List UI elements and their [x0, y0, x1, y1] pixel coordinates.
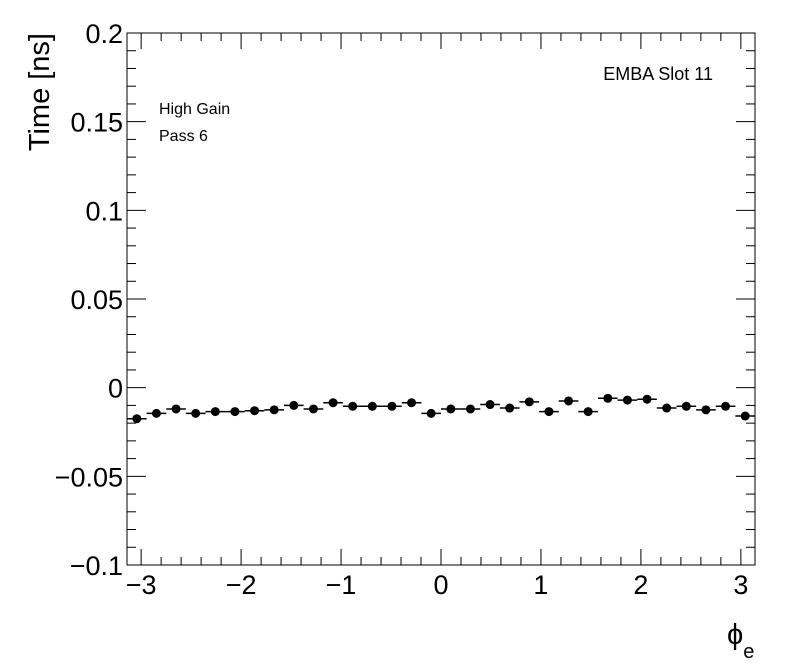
data-points: [127, 393, 755, 424]
data-point: [127, 414, 147, 424]
data-point-marker: [544, 407, 554, 417]
data-point: [539, 407, 559, 417]
data-point: [558, 396, 579, 406]
x-tick-label: 0: [433, 570, 448, 600]
y-tick-label: 0: [108, 374, 123, 404]
data-point-marker: [210, 407, 220, 417]
data-point-marker: [721, 401, 731, 411]
data-point: [401, 398, 422, 408]
data-point-marker: [151, 408, 161, 418]
data-point-marker: [308, 404, 318, 414]
data-point: [499, 403, 520, 413]
data-point-marker: [348, 401, 358, 411]
data-point-marker: [740, 411, 750, 421]
data-point-marker: [289, 400, 299, 410]
data-point: [696, 405, 716, 415]
data-point: [441, 404, 461, 414]
data-point: [676, 401, 697, 411]
data-point-marker: [681, 401, 691, 411]
x-tick-label: −3: [126, 570, 157, 600]
data-point-marker: [132, 414, 142, 424]
data-point-marker: [230, 407, 240, 417]
x-tick-label: −1: [326, 570, 357, 600]
data-point: [598, 393, 618, 403]
x-axis-title-sub: e: [743, 641, 754, 663]
data-point-marker: [407, 398, 417, 408]
data-point-marker: [583, 407, 593, 417]
data-point: [146, 408, 167, 418]
data-point-marker: [603, 393, 613, 403]
data-point: [342, 401, 363, 411]
data-point-marker: [446, 404, 456, 414]
data-point-marker: [505, 403, 515, 413]
data-point: [264, 405, 284, 415]
data-point: [362, 401, 383, 411]
data-point: [480, 400, 500, 410]
y-axis-title: Time [ns]: [24, 33, 56, 151]
data-point: [735, 411, 755, 421]
data-point-marker: [485, 400, 495, 410]
data-point: [225, 407, 245, 417]
data-point-marker: [642, 394, 652, 404]
data-point-marker: [171, 404, 181, 414]
data-point-marker: [328, 398, 338, 408]
x-axis-title-main: ϕ: [727, 619, 743, 651]
data-point: [637, 394, 657, 404]
data-point: [205, 407, 226, 417]
data-point: [303, 404, 324, 414]
x-tick-label: 2: [633, 570, 648, 600]
data-point: [166, 404, 186, 414]
x-tick-label: 3: [733, 570, 748, 600]
annotation-gain: High Gain: [159, 101, 230, 118]
data-point: [421, 408, 441, 418]
annotation-slot: EMBA Slot 11: [603, 64, 713, 84]
data-point: [617, 395, 638, 405]
y-tick-labels: −0.1 −0.05 0 0.05 0.1 0.15 0.2: [55, 19, 123, 581]
data-point: [323, 398, 343, 408]
annotation-pass: Pass 6: [159, 128, 208, 145]
y-tick-label: −0.05: [55, 462, 123, 492]
data-point-marker: [465, 404, 475, 414]
x-tick-label: 1: [533, 570, 548, 600]
data-point-marker: [387, 401, 397, 411]
data-point: [382, 401, 402, 411]
data-point: [519, 397, 540, 407]
data-point-marker: [269, 405, 279, 415]
data-point-marker: [662, 403, 672, 413]
y-tick-label: 0.15: [70, 108, 123, 138]
data-point: [715, 401, 736, 411]
data-point: [578, 407, 598, 417]
x-tick-labels: −3 −2 −1 0 1 2 3: [126, 570, 749, 600]
data-point: [185, 408, 206, 418]
x-tick-label: −2: [226, 570, 257, 600]
data-point-marker: [426, 408, 436, 418]
y-tick-label: 0.2: [85, 19, 123, 49]
data-point-marker: [622, 395, 632, 405]
data-point: [284, 400, 304, 410]
data-point: [244, 406, 265, 416]
data-point-marker: [701, 405, 711, 415]
data-point-marker: [191, 408, 201, 418]
data-point-marker: [524, 397, 534, 407]
y-tick-label: 0.1: [85, 196, 123, 226]
x-axis-title: ϕe: [727, 619, 754, 663]
data-point: [460, 404, 481, 414]
y-tick-label: −0.1: [70, 551, 123, 581]
data-point-marker: [250, 406, 260, 416]
data-point: [656, 403, 677, 413]
axis-ticks: [127, 32, 755, 566]
data-point-marker: [367, 401, 377, 411]
y-tick-label: 0.05: [70, 285, 123, 315]
data-point-marker: [564, 396, 574, 406]
